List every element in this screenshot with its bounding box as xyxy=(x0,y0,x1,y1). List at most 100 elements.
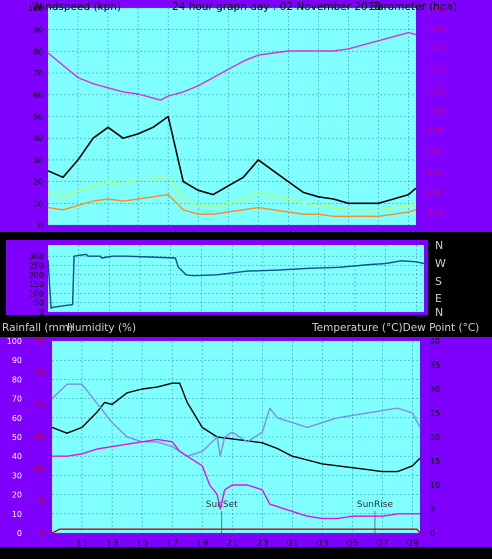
y-tick-label: 15 xyxy=(430,457,440,466)
y-tick-label: 25 xyxy=(430,409,440,418)
y-tick-label: 30 xyxy=(34,337,44,346)
x-tick-label: 01 xyxy=(282,232,295,243)
y-tick-label: 5 xyxy=(430,505,435,514)
y-tick-label: 100 xyxy=(29,289,44,298)
direction-series xyxy=(47,253,425,309)
x-tick-label: 05 xyxy=(342,232,355,243)
x-tick-label: 13 xyxy=(102,232,115,243)
y-tick-label: 995 xyxy=(427,127,442,136)
y-tick-label: 10 xyxy=(12,510,22,519)
compass-label: S xyxy=(435,275,442,288)
compass-label: N xyxy=(435,306,443,319)
y-tick-label: 10 xyxy=(430,481,440,490)
y-tick-label: 30 xyxy=(12,471,22,480)
series-dew-point-line xyxy=(52,438,420,520)
y-tick-label: 25 xyxy=(34,369,44,378)
bottom-x-axis-ticks: 11 13 15 17 19 21 23 01 03 05 07 09 xyxy=(76,538,419,549)
x-tick-label: 21 xyxy=(226,538,239,549)
y-tick-label: 1015 xyxy=(427,45,447,54)
y-tick-label: 975 xyxy=(427,209,442,218)
x-tick-label: 07 xyxy=(372,232,385,243)
x-tick-label: 19 xyxy=(192,232,205,243)
y-tick-label: 40 xyxy=(12,452,22,461)
y-tick-label: 10 xyxy=(34,465,44,474)
compass-label: N xyxy=(435,239,443,252)
y-tick-label: 0 xyxy=(39,308,44,317)
y-tick-label: 80 xyxy=(33,47,43,56)
y-tick-label: 90 xyxy=(33,26,43,35)
top-series xyxy=(47,31,417,218)
compass-labels: N W S E N xyxy=(435,239,446,319)
x-tick-label: 19 xyxy=(196,538,209,549)
y-tick-label: 20 xyxy=(33,178,43,187)
y-tick-label: 1025 xyxy=(427,4,447,13)
series-temperature-line xyxy=(51,383,421,457)
rainfall-axis-title: Rainfall (mm) xyxy=(2,322,73,334)
y-tick-label: 60 xyxy=(33,91,43,100)
y-tick-label: 20 xyxy=(12,491,22,500)
y-tick-label: 100 xyxy=(28,4,43,13)
y-tick-label: 80 xyxy=(12,375,22,384)
windspeed-axis-title: Windspeed (kph) xyxy=(32,1,121,13)
x-tick-label: 03 xyxy=(316,538,329,549)
x-tick-label: 07 xyxy=(376,538,389,549)
x-tick-label: 17 xyxy=(166,538,179,549)
y-tick-label: 1005 xyxy=(427,86,447,95)
y-tick-label: 50 xyxy=(34,299,44,308)
sun-marker-label: SunRise xyxy=(357,500,394,510)
y-tick-label: 1020 xyxy=(427,24,447,33)
y-tick-label: 40 xyxy=(33,134,43,143)
y-tick-label: 980 xyxy=(427,188,442,197)
y-tick-label: 990 xyxy=(427,147,442,156)
y-tick-label: 300 xyxy=(29,252,44,261)
series-rainfall-line xyxy=(51,528,421,534)
barometer-axis-ticks: 975 980 985 990 995 1000 1005 1010 1015 1020 1025 xyxy=(427,4,447,218)
x-tick-label: 11 xyxy=(72,232,85,243)
x-tick-label: 13 xyxy=(106,538,119,549)
y-tick-label: 10 xyxy=(33,199,43,208)
x-tick-label: 15 xyxy=(132,232,145,243)
y-tick-label: 50 xyxy=(12,433,22,442)
top-x-axis-ticks: 11 13 15 17 19 21 23 01 03 05 07 09 xyxy=(72,232,415,243)
x-tick-label: 21 xyxy=(222,232,235,243)
top-grid xyxy=(48,7,416,226)
bottom-grid xyxy=(52,340,420,534)
y-tick-label: 60 xyxy=(12,414,22,423)
direction-plot-area xyxy=(48,245,424,312)
barometer-axis-title: Barometer (hpa) xyxy=(370,1,457,13)
compass-label: E xyxy=(435,292,442,305)
bottom-series xyxy=(51,382,421,534)
y-tick-label: 30 xyxy=(430,385,440,394)
x-tick-label: 17 xyxy=(162,232,175,243)
y-tick-label: 200 xyxy=(29,271,44,280)
sun-marker-label: SunSet xyxy=(206,500,238,510)
y-tick-label: 0 xyxy=(39,529,44,538)
x-tick-label: 11 xyxy=(76,538,89,549)
y-tick-label: 15 xyxy=(34,433,44,442)
series-direction-line xyxy=(47,253,425,309)
y-tick-label: 0 xyxy=(430,529,435,538)
series-barometer-line xyxy=(47,31,417,101)
compass-label: W xyxy=(435,257,446,270)
y-tick-label: 35 xyxy=(430,361,440,370)
chart-title: 24 hour graph day : 02 November 2018 xyxy=(172,1,381,13)
y-tick-label: 50 xyxy=(33,113,43,122)
humidity-axis-title: Humidity (%) xyxy=(67,322,136,334)
y-tick-label: 20 xyxy=(34,401,44,410)
x-tick-label: 09 xyxy=(406,538,419,549)
temperature-axis-ticks: 0 5 10 15 20 25 30 35 40 xyxy=(430,337,440,538)
series-wind-gust-line xyxy=(47,115,417,205)
x-tick-label: 15 xyxy=(136,538,149,549)
rainfall-axis-ticks: 0 5 10 15 20 25 30 xyxy=(34,337,44,538)
y-tick-label: 5 xyxy=(39,497,44,506)
series-wind-avg-line xyxy=(47,193,417,218)
y-tick-label: 0 xyxy=(38,221,43,230)
y-tick-label: 1010 xyxy=(427,65,447,74)
y-tick-label: 70 xyxy=(12,395,22,404)
x-tick-label: 23 xyxy=(252,232,265,243)
windspeed-axis-ticks: 0 10 20 30 40 50 60 70 80 90 100 xyxy=(28,4,43,230)
y-tick-label: 100 xyxy=(7,337,22,346)
